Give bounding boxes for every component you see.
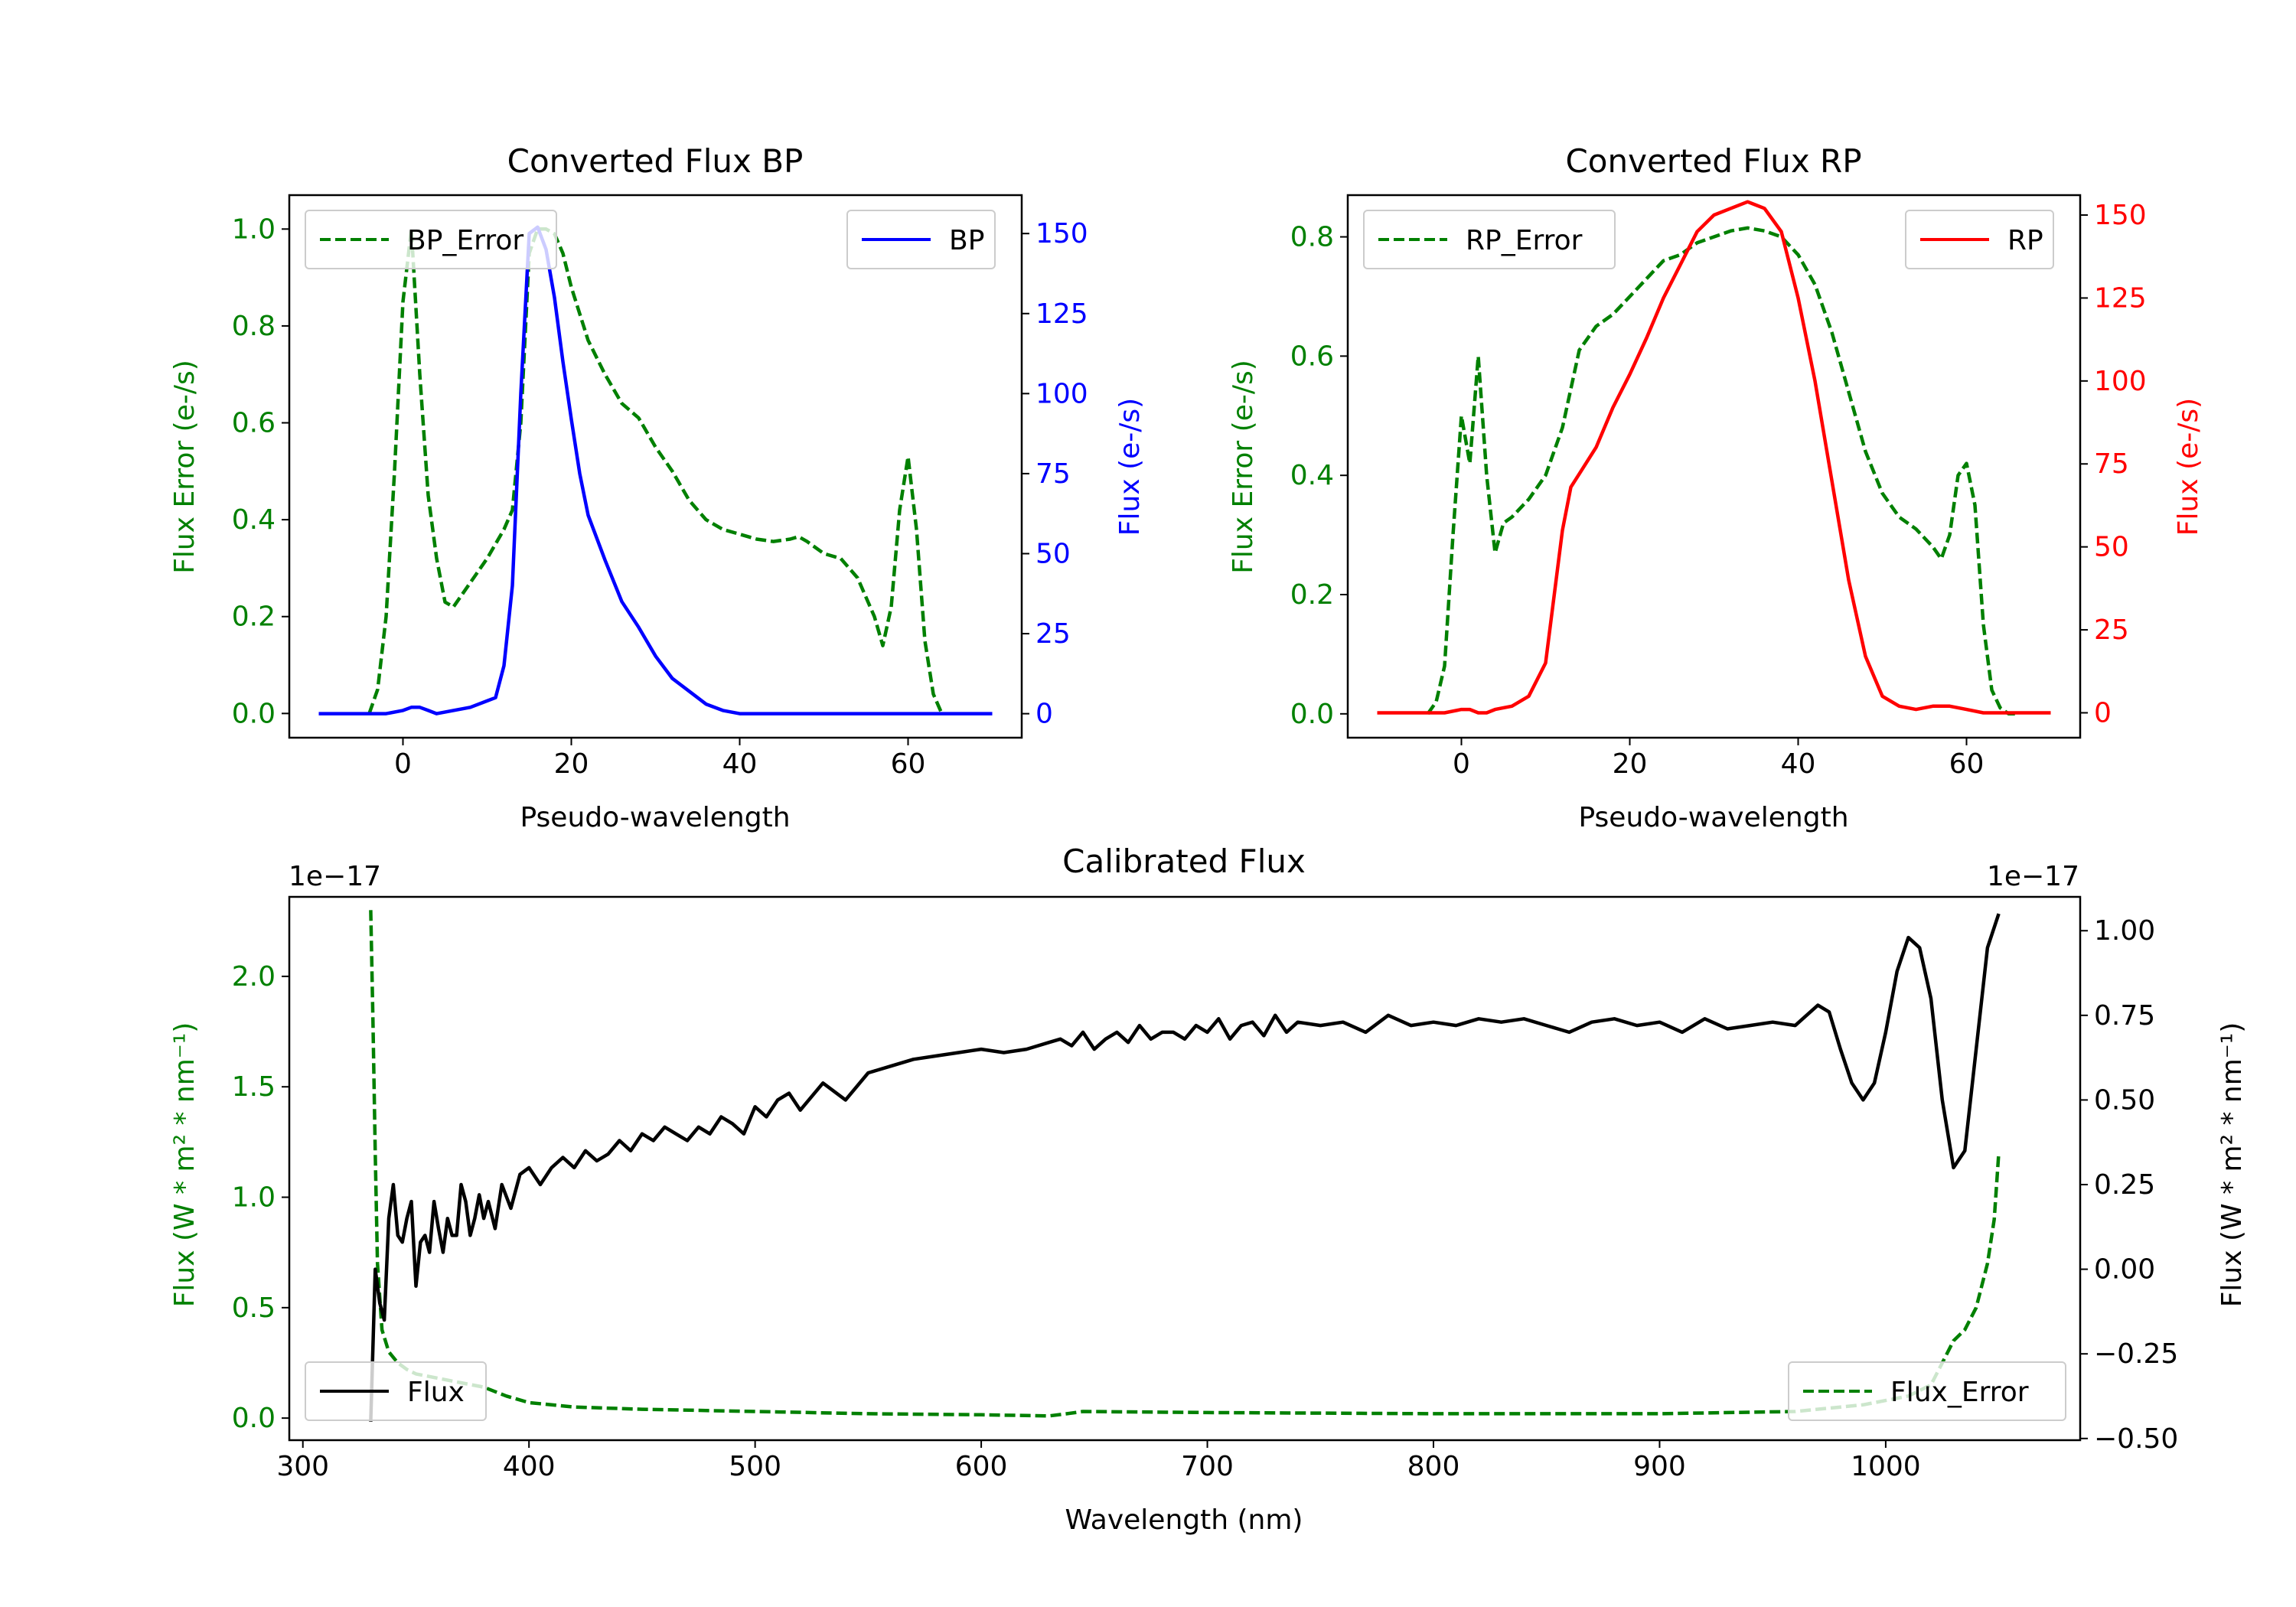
rp-x-label: Pseudo-wavelength	[1578, 802, 1848, 833]
cal-legend-right: Flux_Error	[1788, 1361, 2066, 1421]
bp-legend-error-label: BP_Error	[407, 225, 523, 256]
cal-left-y-label: Flux (W * m² * nm⁻¹)	[169, 1022, 201, 1308]
bp-right-y-label: Flux (e-/s)	[1114, 398, 1146, 536]
bp-legend-right: BP	[846, 210, 996, 269]
bp-left-y-tick-label: 0.8	[232, 311, 276, 342]
rp-x-tick-label: 20	[1613, 748, 1648, 780]
bp-legend-flux-label: BP	[949, 225, 984, 256]
rp-axes-frame	[1346, 194, 2082, 739]
bp-x-tick-label: 0	[394, 748, 412, 780]
rp-right-y-tick-label: 100	[2094, 366, 2147, 397]
cal-left-y-tick-label: 0.0	[232, 1403, 276, 1434]
rp-left-y-tick-label: 0.2	[1290, 579, 1334, 611]
cal-plot-area: 300 400 500 600 700 800 900 1000 0.0 0.5 1.0 1.5 2.0…	[232, 895, 2178, 1482]
cal-series-flux-error-line	[369, 910, 2001, 1418]
bp-left-y-tick-label: 0.2	[232, 601, 276, 633]
rp-left-y-label: Flux Error (e-/s)	[1228, 360, 1259, 574]
bp-left-y-tick-label: 0.0	[232, 698, 276, 729]
bp-series-bp-line	[318, 225, 993, 715]
cal-left-y-tick-label: 2.0	[232, 961, 276, 993]
rp-right-y-tick-label: 150	[2094, 200, 2147, 231]
rp-right-y-tick-label: 125	[2094, 282, 2147, 314]
bp-right-y-tick-label: 100	[1035, 378, 1088, 409]
rp-left-y-tick-label: 0.0	[1290, 699, 1334, 730]
bp-x-tick-label: 40	[722, 748, 758, 780]
rp-right-y-label: Flux (e-/s)	[2173, 398, 2204, 536]
bp-legend-left: BP_Error	[305, 210, 557, 269]
panel-calibrated-flux: Calibrated Flux Wavelength (nm) 1e−17 1e…	[169, 843, 2248, 1536]
cal-series-flux-line	[369, 913, 2001, 1422]
bp-legend-left-box	[305, 210, 557, 269]
cal-right-offset: 1e−17	[1987, 861, 2079, 892]
bp-right-y-tick-label: 125	[1035, 298, 1088, 330]
cal-legend-flux-label: Flux	[407, 1377, 465, 1408]
bp-left-y-tick-label: 0.4	[232, 504, 276, 536]
cal-right-y-tick-label: 0.00	[2094, 1254, 2155, 1286]
cal-x-tick-label: 800	[1407, 1451, 1460, 1482]
cal-left-offset: 1e−17	[289, 861, 381, 892]
cal-x-tick-label: 700	[1181, 1451, 1234, 1482]
cal-legend-right-box	[1788, 1361, 2066, 1421]
cal-x-tick-label: 300	[276, 1451, 329, 1482]
cal-x-tick-label: 1000	[1851, 1451, 1921, 1482]
rp-legend-left-box	[1363, 210, 1616, 269]
cal-left-y-tick-label: 1.0	[232, 1182, 276, 1214]
bp-right-y-tick-label: 75	[1035, 458, 1071, 490]
rp-left-y-tick-label: 0.8	[1290, 222, 1334, 253]
bp-x-label: Pseudo-wavelength	[520, 802, 790, 833]
rp-legend-error-label: RP_Error	[1466, 225, 1583, 256]
cal-legend-left: Flux	[305, 1361, 487, 1421]
bp-title: Converted Flux BP	[507, 142, 804, 180]
bp-axes-frame	[288, 194, 1023, 739]
rp-title: Converted Flux RP	[1565, 142, 1861, 180]
rp-series-rp-error-line	[1426, 226, 2017, 716]
cal-x-tick-label: 900	[1633, 1451, 1686, 1482]
cal-axes-frame	[288, 895, 2082, 1442]
bp-left-y-tick-label: 0.6	[232, 408, 276, 439]
cal-x-tick-label: 400	[503, 1451, 556, 1482]
rp-legend-left: RP_Error	[1363, 210, 1616, 269]
rp-right-y-tick-label: 0	[2094, 697, 2112, 729]
bp-x-tick-label: 20	[554, 748, 589, 780]
bp-series-bp-error-line	[367, 227, 944, 715]
rp-plot-area: 0 20 40 60 0.0 0.2 0.4 0.6 0.8 0 25 50 75 100 125 150	[1290, 194, 2147, 780]
rp-right-y-tick-label: 50	[2094, 532, 2129, 563]
cal-right-y-tick-label: −0.50	[2094, 1423, 2178, 1455]
bp-plot-area: 0 20 40 60 0.0 0.2 0.4 0.6 0.8 1.0 0 25 50 75 100 125 15…	[232, 194, 1088, 780]
rp-legend-right: RP	[1905, 210, 2054, 269]
rp-series-rp-line	[1377, 200, 2051, 715]
cal-legend-left-box	[305, 1361, 487, 1421]
rp-legend-flux-label: RP	[2007, 225, 2043, 256]
bp-x-tick-label: 60	[891, 748, 926, 780]
rp-x-tick-label: 60	[1949, 748, 1985, 780]
bp-left-y-tick-label: 1.0	[232, 214, 276, 245]
rp-x-tick-label: 40	[1781, 748, 1816, 780]
cal-right-y-tick-label: −0.25	[2094, 1338, 2178, 1370]
bp-right-y-tick-label: 150	[1035, 218, 1088, 249]
panel-converted-flux-bp: Converted Flux BP Pseudo-wavelength Flux…	[169, 142, 1146, 833]
panel-converted-flux-rp: Converted Flux RP Pseudo-wavelength Flux…	[1228, 142, 2204, 833]
cal-x-label: Wavelength (nm)	[1065, 1504, 1303, 1536]
cal-x-tick-label: 600	[955, 1451, 1008, 1482]
rp-right-y-tick-label: 25	[2094, 614, 2129, 646]
cal-title: Calibrated Flux	[1062, 843, 1306, 880]
bp-right-y-tick-label: 25	[1035, 618, 1071, 650]
rp-x-tick-label: 0	[1453, 748, 1470, 780]
cal-x-tick-label: 500	[729, 1451, 781, 1482]
cal-left-y-tick-label: 1.5	[232, 1071, 276, 1103]
cal-right-y-tick-label: 0.50	[2094, 1084, 2155, 1116]
cal-right-y-label: Flux (W * m² * nm⁻¹)	[2216, 1022, 2248, 1308]
cal-right-y-tick-label: 0.25	[2094, 1169, 2155, 1201]
bp-right-y-tick-label: 0	[1035, 699, 1053, 730]
bp-right-y-tick-label: 50	[1035, 538, 1071, 569]
cal-right-y-tick-label: 1.00	[2094, 915, 2155, 947]
bp-left-y-label: Flux Error (e-/s)	[169, 360, 201, 574]
cal-left-y-tick-label: 0.5	[232, 1292, 276, 1324]
rp-right-y-tick-label: 75	[2094, 448, 2129, 480]
cal-right-y-tick-label: 0.75	[2094, 1000, 2155, 1032]
cal-legend-error-label: Flux_Error	[1890, 1377, 2029, 1408]
rp-left-y-tick-label: 0.4	[1290, 460, 1334, 491]
rp-left-y-tick-label: 0.6	[1290, 341, 1334, 372]
